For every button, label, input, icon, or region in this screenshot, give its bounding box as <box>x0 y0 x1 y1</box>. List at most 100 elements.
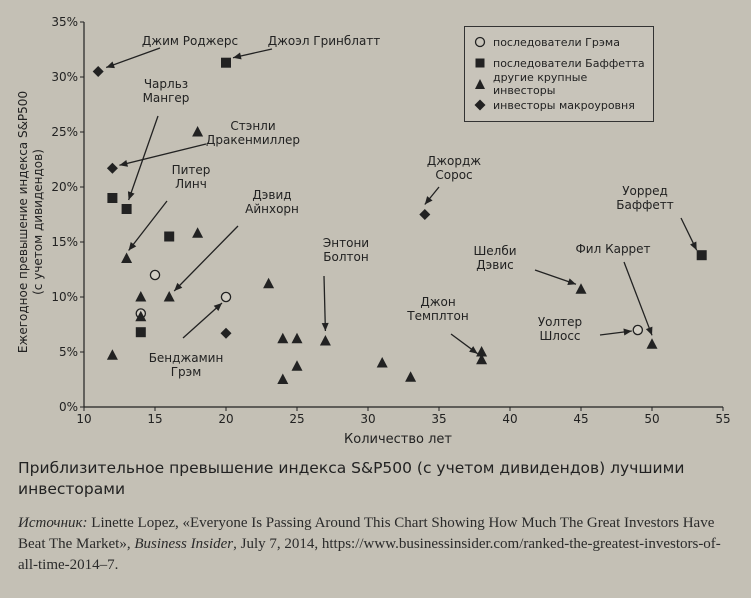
point-macro <box>106 162 118 174</box>
annotation-label: Питер Линч <box>172 163 211 191</box>
legend-item-other: другие крупные инвесторы <box>473 71 653 97</box>
y-axis-label: Ежегодное превышение индекса S&P500(с уч… <box>16 91 45 353</box>
annotation-arrow-line <box>128 200 168 251</box>
point-other <box>263 277 275 289</box>
legend-item-macro: инвесторы макроуровня <box>473 96 635 114</box>
x-tick-label: 20 <box>218 412 233 426</box>
annotation-arrow-head <box>213 303 222 311</box>
annotation-label: Шелби Дэвис <box>473 244 516 272</box>
annotation-label: Энтони Болтон <box>323 236 369 264</box>
annotation-arrow-head <box>128 242 137 251</box>
x-tick-label: 50 <box>644 412 659 426</box>
annotation: Стэнли Дракенмиллер <box>119 119 300 167</box>
annotation-arrow-head <box>469 346 478 354</box>
annotation-arrow-head <box>119 159 129 167</box>
x-tick-label: 30 <box>360 412 375 426</box>
annotation-arrow-head <box>127 191 135 200</box>
data-points <box>92 57 707 384</box>
point-other <box>163 291 175 302</box>
annotation-label: Уорред Баффетт <box>616 184 673 212</box>
figure-caption: Приблизительное превышение индекса S&P50… <box>18 459 685 498</box>
point-other <box>277 332 289 344</box>
x-tick-label: 15 <box>147 412 162 426</box>
x-tick-label: 45 <box>573 412 588 426</box>
x-tick-label: 55 <box>715 412 730 426</box>
annotation-arrow-head <box>233 52 242 60</box>
point-other <box>192 126 204 137</box>
scatter-chart: 10 15 20 25 30 35 40 45 50 55 0% 5% 10% 15% 20% 25% 30% 3… <box>16 15 731 447</box>
point-other <box>646 338 658 349</box>
point-buffett <box>221 57 231 68</box>
annotation-arrow-head <box>690 241 697 251</box>
annotation: Энтони Болтон <box>321 236 369 332</box>
point-macro <box>220 327 232 339</box>
point-buffett <box>164 231 175 242</box>
point-other <box>121 252 133 263</box>
legend-label: инвесторы макроуровня <box>493 98 635 112</box>
point-macro <box>419 209 431 220</box>
y-tick-label: 15% <box>51 235 78 249</box>
annotation: Уорред Баффетт <box>616 184 698 251</box>
annotation: Шелби Дэвис <box>473 244 577 285</box>
point-other <box>405 371 417 382</box>
annotation-label: Джон Темплтон <box>406 295 468 323</box>
point-other <box>277 373 289 384</box>
point-buffett <box>107 193 118 203</box>
annotation: Уолтер Шлосс <box>538 315 632 343</box>
point-buffett <box>121 204 132 214</box>
annotation-arrow-head <box>645 326 653 336</box>
y-tick-label: 25% <box>51 125 78 139</box>
source-rest: , July 7, 2014, https://www.businessinsi… <box>18 536 721 573</box>
legend: последователи Грэма последователи Баффет… <box>464 26 654 122</box>
annotation-label: Чарльз Мангер <box>143 77 190 105</box>
point-other <box>135 291 147 302</box>
annotation-arrow-head <box>424 196 433 205</box>
x-axis-label: Количество лет <box>344 432 452 447</box>
axes <box>83 22 723 408</box>
legend-label: последователи Баффетта <box>493 56 645 70</box>
annotation: Джордж Сорос <box>424 154 481 205</box>
annotation-arrow-line <box>623 261 653 336</box>
annotation-arrow-head <box>567 278 576 285</box>
source-journal: Business Insider <box>134 536 234 552</box>
point-graham <box>149 269 161 281</box>
annotation-label: Джордж Сорос <box>427 154 481 182</box>
diamond-icon <box>474 99 486 111</box>
point-other <box>319 335 331 346</box>
legend-label: другие крупные инвесторы <box>492 71 588 97</box>
point-other <box>291 332 303 344</box>
annotation-arrow-head <box>106 61 115 69</box>
y-tick-label: 0% <box>59 400 78 414</box>
annotation: Бенджамин Грэм <box>149 302 223 379</box>
annotation-arrow-line <box>127 115 159 201</box>
point-buffett <box>135 327 146 338</box>
point-other <box>192 227 204 238</box>
annotation-arrow-head <box>321 322 329 331</box>
y-tick-label: 30% <box>51 70 78 84</box>
annotation: Джоэл Гринблатт <box>232 34 381 60</box>
annotation-arrow-line <box>182 302 223 339</box>
point-graham <box>632 324 644 336</box>
y-tick-label: 5% <box>59 345 78 359</box>
legend-item-graham: последователи Грэма <box>473 33 620 51</box>
point-other <box>476 353 488 365</box>
annotation-label: Дэвид Айнхорн <box>245 188 299 216</box>
source-label: Источник: <box>18 515 88 531</box>
annotation-arrow-line <box>119 143 207 166</box>
point-other <box>376 357 388 368</box>
annotation-arrow-head <box>623 328 632 336</box>
x-tick-label: 25 <box>289 412 304 426</box>
y-tick-label: 35% <box>51 15 78 29</box>
y-tick-label: 10% <box>51 290 78 304</box>
legend-label: последователи Грэма <box>493 35 620 49</box>
legend-item-buffett: последователи Баффетта <box>473 54 645 72</box>
circle-open-icon <box>474 36 486 48</box>
triangle-icon <box>475 79 485 89</box>
annotation: Чарльз Мангер <box>127 77 190 201</box>
annotation: Фил Каррет <box>575 242 653 336</box>
x-tick-label: 10 <box>76 412 91 426</box>
point-macro <box>92 66 104 77</box>
point-other <box>135 310 147 322</box>
square-icon <box>475 58 485 68</box>
annotation-label: Джоэл Гринблатт <box>268 34 381 48</box>
